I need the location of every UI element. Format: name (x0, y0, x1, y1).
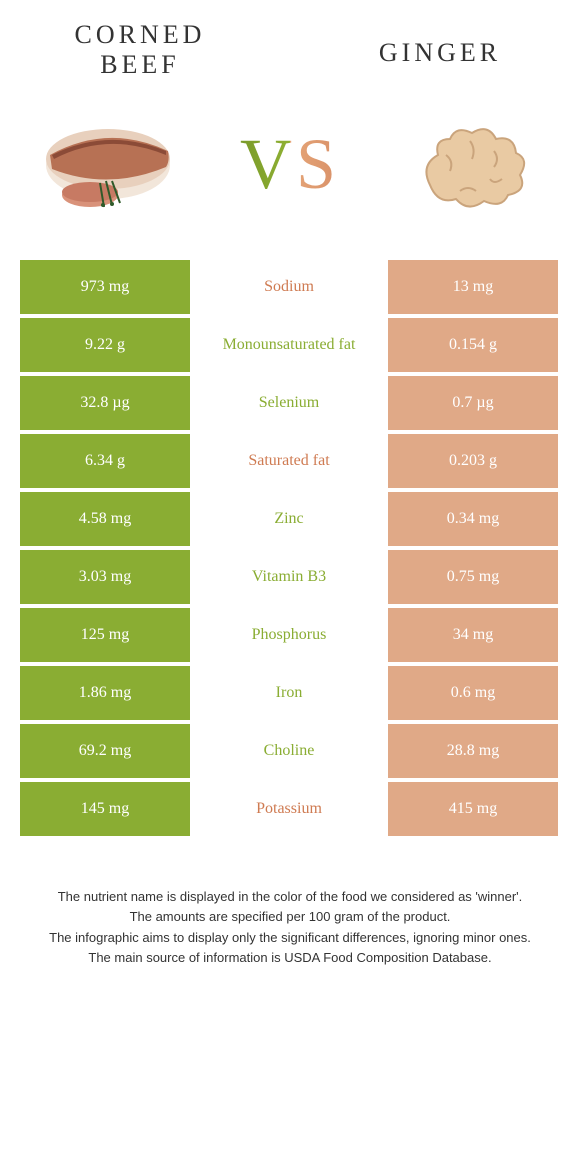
nutrient-name: Saturated fat (194, 434, 384, 488)
footer-line: The nutrient name is displayed in the co… (30, 887, 550, 907)
footer-notes: The nutrient name is displayed in the co… (0, 836, 580, 999)
right-value: 0.75 mg (388, 550, 558, 604)
left-value: 9.22 g (20, 318, 190, 372)
nutrient-name: Zinc (194, 492, 384, 546)
nutrient-name: Vitamin B3 (194, 550, 384, 604)
left-value: 6.34 g (20, 434, 190, 488)
table-row: 3.03 mgVitamin B30.75 mg (20, 550, 560, 604)
table-row: 1.86 mgIron0.6 mg (20, 666, 560, 720)
table-row: 4.58 mgZinc0.34 mg (20, 492, 560, 546)
left-value: 145 mg (20, 782, 190, 836)
nutrient-name: Choline (194, 724, 384, 778)
left-value: 69.2 mg (20, 724, 190, 778)
nutrient-name: Iron (194, 666, 384, 720)
nutrient-name: Sodium (194, 260, 384, 314)
table-row: 6.34 gSaturated fat0.203 g (20, 434, 560, 488)
footer-line: The amounts are specified per 100 gram o… (30, 907, 550, 927)
header: Corned Beef Ginger (0, 0, 580, 90)
vs-label: VS (240, 123, 340, 206)
right-value: 0.34 mg (388, 492, 558, 546)
footer-line: The infographic aims to display only the… (30, 928, 550, 948)
left-value: 125 mg (20, 608, 190, 662)
nutrient-name: Selenium (194, 376, 384, 430)
right-value: 13 mg (388, 260, 558, 314)
ginger-icon (390, 100, 550, 230)
right-value: 0.203 g (388, 434, 558, 488)
nutrient-table: 973 mgSodium13 mg9.22 gMonounsaturated f… (20, 260, 560, 836)
table-row: 9.22 gMonounsaturated fat0.154 g (20, 318, 560, 372)
hero-row: VS (0, 90, 580, 260)
left-food-title: Corned Beef (50, 20, 230, 80)
right-value: 28.8 mg (388, 724, 558, 778)
nutrient-name: Monounsaturated fat (194, 318, 384, 372)
left-value: 4.58 mg (20, 492, 190, 546)
right-value: 415 mg (388, 782, 558, 836)
footer-line: The main source of information is USDA F… (30, 948, 550, 968)
table-row: 125 mgPhosphorus34 mg (20, 608, 560, 662)
right-value: 0.6 mg (388, 666, 558, 720)
nutrient-name: Phosphorus (194, 608, 384, 662)
right-food-title: Ginger (350, 38, 530, 68)
corned-beef-icon (30, 100, 190, 230)
nutrient-name: Potassium (194, 782, 384, 836)
right-value: 0.154 g (388, 318, 558, 372)
left-value: 32.8 µg (20, 376, 190, 430)
table-row: 973 mgSodium13 mg (20, 260, 560, 314)
left-value: 3.03 mg (20, 550, 190, 604)
table-row: 145 mgPotassium415 mg (20, 782, 560, 836)
table-row: 69.2 mgCholine28.8 mg (20, 724, 560, 778)
table-row: 32.8 µgSelenium0.7 µg (20, 376, 560, 430)
right-value: 34 mg (388, 608, 558, 662)
left-value: 973 mg (20, 260, 190, 314)
left-value: 1.86 mg (20, 666, 190, 720)
right-value: 0.7 µg (388, 376, 558, 430)
